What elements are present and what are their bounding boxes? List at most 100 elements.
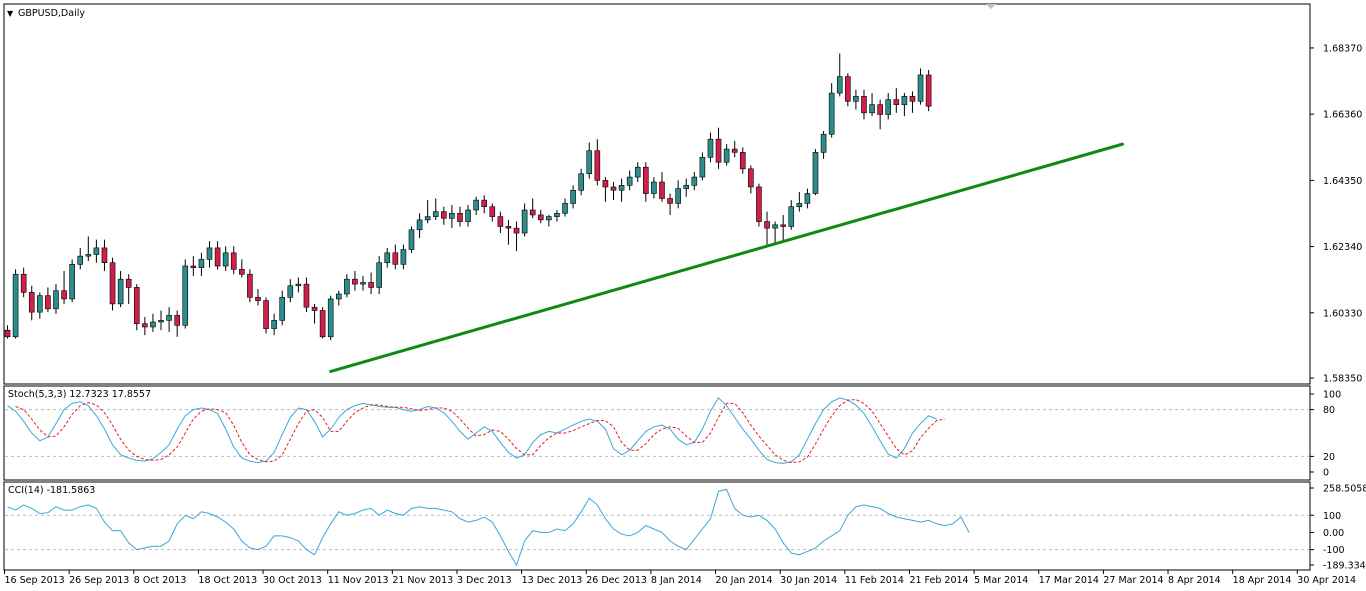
candle-body bbox=[707, 138, 714, 158]
stoch-title: Stoch(5,3,3) 12.7323 17.8557 bbox=[8, 389, 151, 400]
candle-body bbox=[457, 212, 463, 222]
candle-body bbox=[659, 181, 665, 199]
cci-axis-label: 0.00 bbox=[1323, 528, 1344, 539]
candle-body bbox=[465, 209, 471, 222]
cci-axis-label: -189.3342 bbox=[1323, 561, 1366, 572]
candle-body bbox=[917, 74, 924, 102]
candle-body bbox=[901, 96, 908, 105]
price-panel-frame[interactable] bbox=[3, 3, 1311, 385]
stoch-axis-label: 100 bbox=[1323, 390, 1341, 401]
candle-body bbox=[432, 211, 439, 217]
candle-body bbox=[578, 173, 584, 191]
candle-body bbox=[335, 293, 342, 300]
candle-body bbox=[392, 252, 399, 265]
candle-body bbox=[416, 219, 423, 231]
time-axis-label: 30 Apr 2014 bbox=[1297, 575, 1356, 586]
candle-body bbox=[166, 315, 172, 321]
stoch-panel-frame[interactable] bbox=[3, 385, 1311, 481]
time-axis-label: 8 Apr 2014 bbox=[1168, 575, 1221, 586]
time-axis-label: 18 Apr 2014 bbox=[1233, 575, 1292, 586]
candle-body bbox=[836, 76, 843, 94]
level-lines bbox=[5, 409, 1309, 551]
cci-lines bbox=[7, 488, 970, 567]
trendline bbox=[329, 142, 1125, 373]
candle-body bbox=[319, 310, 326, 338]
candle-body bbox=[586, 150, 593, 175]
candle-body bbox=[295, 283, 302, 287]
candle-body bbox=[497, 216, 504, 227]
stoch-main-line bbox=[7, 397, 937, 464]
candle-body bbox=[861, 96, 867, 114]
candle-body bbox=[424, 216, 431, 221]
candle-body bbox=[739, 152, 746, 170]
candle-body bbox=[101, 247, 108, 264]
time-axis-label: 17 Mar 2014 bbox=[1039, 575, 1099, 586]
candle-body bbox=[804, 193, 811, 204]
candle-body bbox=[853, 96, 859, 102]
time-axis-label: 20 Jan 2014 bbox=[716, 575, 773, 586]
candle-body bbox=[909, 96, 916, 102]
candle-body bbox=[554, 212, 560, 217]
candle-body bbox=[643, 166, 649, 194]
cci-title: CCI(14) -181.5863 bbox=[8, 485, 95, 496]
candle-body bbox=[618, 185, 625, 191]
price-title: GBPUSD,Daily bbox=[18, 8, 85, 19]
candle-body bbox=[610, 186, 617, 191]
candle-body bbox=[77, 255, 84, 265]
candle-body bbox=[723, 148, 730, 163]
price-axis-label: 1.62340 bbox=[1323, 242, 1362, 253]
time-axis-label: 3 Dec 2013 bbox=[457, 575, 512, 586]
time-axis-label: 16 Sep 2013 bbox=[5, 575, 65, 586]
candle-body bbox=[109, 262, 116, 305]
candle-body bbox=[85, 254, 92, 257]
candle-body bbox=[69, 264, 75, 300]
cci-axis-label: -100 bbox=[1323, 545, 1345, 556]
candle-body bbox=[53, 290, 59, 310]
stoch-signal-line bbox=[15, 398, 945, 464]
candle-body bbox=[247, 273, 253, 298]
candle-body bbox=[182, 265, 189, 326]
candle-body bbox=[473, 199, 479, 211]
candle-body bbox=[45, 295, 51, 310]
candle-body bbox=[198, 259, 205, 268]
candle-body bbox=[731, 148, 738, 153]
candle-body bbox=[796, 203, 803, 208]
candle-body bbox=[715, 138, 722, 163]
candle-body bbox=[788, 206, 795, 227]
candle-body bbox=[772, 224, 778, 229]
price-caret-icon[interactable]: ▼ bbox=[7, 9, 14, 18]
candle-body bbox=[37, 295, 43, 313]
candle-body bbox=[20, 273, 27, 293]
candle-body bbox=[764, 221, 770, 229]
candle-body bbox=[222, 252, 229, 267]
candle-body bbox=[441, 211, 447, 219]
cci-axis-label: 100 bbox=[1323, 511, 1341, 522]
candle-body bbox=[174, 315, 180, 326]
candle-body bbox=[877, 104, 883, 115]
candle-body bbox=[117, 278, 124, 305]
candle-body bbox=[812, 152, 819, 194]
candle-body bbox=[125, 278, 132, 288]
candle-body bbox=[675, 188, 681, 204]
candle-body bbox=[206, 247, 213, 260]
cci-panel-frame[interactable] bbox=[3, 481, 1311, 571]
candle-body bbox=[384, 252, 391, 264]
time-axis-label: 8 Oct 2013 bbox=[134, 575, 187, 586]
price-axis: 1.68370 1.66360 1.64350 1.62340 1.60330 1.583… bbox=[1310, 43, 1366, 572]
candle-body bbox=[570, 189, 576, 204]
candle-body bbox=[634, 166, 641, 178]
stoch-axis-label: 0 bbox=[1323, 468, 1329, 479]
candle-body bbox=[828, 92, 835, 135]
time-axis-label: 26 Sep 2013 bbox=[69, 575, 129, 586]
candle-body bbox=[626, 176, 633, 186]
candle-body bbox=[352, 278, 358, 285]
candle-body bbox=[562, 203, 568, 214]
candle-body bbox=[602, 180, 609, 188]
shift-marker-icon[interactable] bbox=[986, 4, 996, 9]
candle-body bbox=[925, 74, 932, 107]
stoch-lines bbox=[7, 397, 945, 464]
candle-body bbox=[311, 306, 318, 311]
candle-body bbox=[303, 283, 310, 308]
